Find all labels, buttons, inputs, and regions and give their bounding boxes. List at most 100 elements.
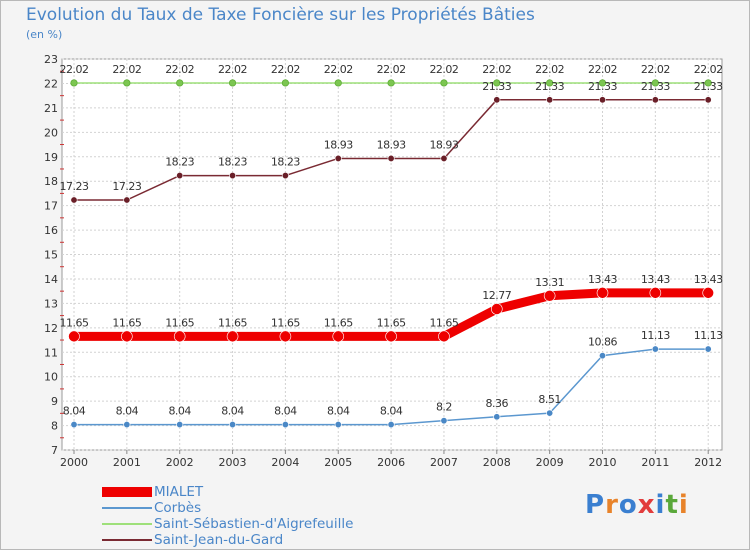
y-tick-label: 13 <box>44 297 58 310</box>
logo-letter: x <box>637 490 656 520</box>
y-tick-label: 21 <box>44 102 58 115</box>
data-point <box>598 79 607 87</box>
data-point <box>68 330 80 343</box>
y-tick-label: 20 <box>44 126 58 139</box>
logo-letter: o <box>618 490 638 520</box>
x-tick-label: 2002 <box>166 456 194 469</box>
data-point <box>649 287 662 299</box>
data-point <box>281 172 289 180</box>
y-tick-label: 14 <box>44 273 58 286</box>
legend-label: MIALET <box>154 484 204 500</box>
data-label: 17.23 <box>60 180 89 193</box>
data-label: 13.43 <box>641 273 670 286</box>
data-point <box>279 330 292 343</box>
data-label: 22.02 <box>535 63 564 76</box>
data-label: 22.02 <box>112 63 141 76</box>
data-point <box>598 352 606 360</box>
logo-letter: i <box>678 490 689 520</box>
data-point <box>334 421 342 429</box>
data-label: 11.13 <box>641 329 670 342</box>
data-label: 21.33 <box>641 80 670 93</box>
data-label: 18.93 <box>324 138 353 151</box>
x-tick-label: 2012 <box>694 456 722 469</box>
x-tick-label: 2004 <box>271 456 299 469</box>
x-tick-label: 2008 <box>483 456 511 469</box>
logo-letter: r <box>605 490 619 520</box>
data-point <box>704 96 712 104</box>
x-tick-label: 2003 <box>219 456 247 469</box>
data-point <box>123 196 131 204</box>
data-label: 11.65 <box>165 316 194 329</box>
data-point <box>598 96 606 104</box>
data-point <box>176 172 184 180</box>
data-label: 11.65 <box>218 316 247 329</box>
data-label: 22.02 <box>588 63 617 76</box>
data-label: 22.02 <box>271 63 300 76</box>
y-tick-label: 16 <box>44 224 58 237</box>
data-label: 11.65 <box>271 316 300 329</box>
data-point <box>704 345 712 353</box>
chart-title: Evolution du Taux de Taxe Foncière sur l… <box>26 5 535 25</box>
data-point <box>385 330 397 343</box>
data-label: 8.04 <box>116 405 139 418</box>
logo-letter: t <box>665 490 679 520</box>
y-tick-label: 10 <box>44 371 58 384</box>
data-point <box>228 79 237 87</box>
data-point <box>440 154 448 162</box>
data-point <box>596 287 609 299</box>
y-tick-label: 17 <box>44 200 58 213</box>
data-label: 22.02 <box>429 63 458 76</box>
data-label: 22.02 <box>482 63 511 76</box>
data-point <box>440 79 448 87</box>
data-label: 22.02 <box>694 63 723 76</box>
data-point <box>332 330 345 343</box>
data-point <box>70 421 78 429</box>
data-label: 11.65 <box>324 316 353 329</box>
data-label: 8.2 <box>436 401 452 414</box>
data-label: 13.43 <box>588 273 617 286</box>
y-tick-label: 23 <box>44 53 58 66</box>
data-label: 8.04 <box>168 405 191 418</box>
data-point <box>490 303 503 315</box>
data-label: 17.23 <box>112 180 141 193</box>
data-label: 21.33 <box>535 80 564 93</box>
data-label: 12.77 <box>482 289 511 302</box>
data-label: 22.02 <box>377 63 406 76</box>
y-tick-label: 22 <box>44 77 58 90</box>
legend-swatch <box>102 507 152 509</box>
data-label: 8.36 <box>486 397 509 410</box>
data-point <box>387 421 395 429</box>
data-label: 8.51 <box>538 393 561 406</box>
data-label: 18.93 <box>429 138 458 151</box>
data-point <box>387 154 395 162</box>
x-tick-label: 2010 <box>589 456 617 469</box>
data-point <box>438 330 450 343</box>
data-label: 22.02 <box>641 63 670 76</box>
data-label: 8.04 <box>380 405 403 418</box>
data-label: 22.02 <box>165 63 194 76</box>
data-label: 11.65 <box>112 316 141 329</box>
data-point <box>546 409 554 417</box>
logo-letter: P <box>585 490 606 520</box>
data-point <box>229 172 237 180</box>
data-point <box>493 413 501 421</box>
y-tick-label: 9 <box>51 395 58 408</box>
data-point <box>387 79 395 87</box>
x-tick-label: 2001 <box>113 456 141 469</box>
data-label: 18.23 <box>271 156 300 169</box>
data-point <box>123 79 131 87</box>
data-label: 13.43 <box>694 273 723 286</box>
data-label: 11.65 <box>60 316 89 329</box>
data-label: 21.33 <box>588 80 617 93</box>
y-tick-label: 18 <box>44 175 58 188</box>
data-point <box>651 96 659 104</box>
data-point <box>70 79 78 87</box>
data-label: 8.04 <box>274 405 297 418</box>
data-point <box>176 421 184 429</box>
data-point <box>121 330 133 343</box>
data-point <box>546 79 554 87</box>
x-tick-label: 2005 <box>324 456 352 469</box>
data-label: 22.02 <box>60 63 89 76</box>
data-label: 13.31 <box>535 276 564 289</box>
x-tick-label: 2007 <box>430 456 458 469</box>
